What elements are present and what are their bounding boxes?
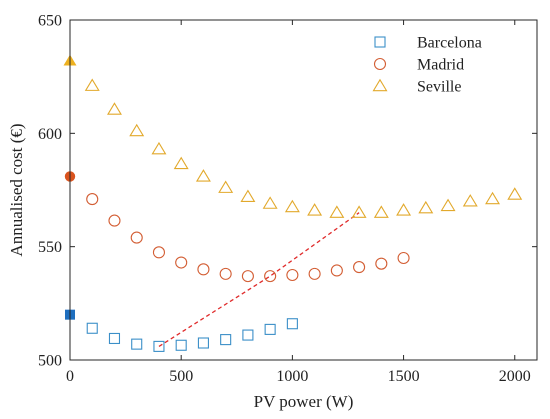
data-point-barcelona bbox=[286, 318, 298, 330]
data-point-seville bbox=[284, 199, 300, 213]
x-tick-label: 500 bbox=[169, 368, 193, 385]
series-seville bbox=[84, 78, 523, 218]
x-axis-label: PV power (W) bbox=[254, 392, 354, 411]
legend-marker-seville bbox=[372, 78, 388, 92]
y-tick-label: 500 bbox=[38, 353, 62, 370]
data-point-seville bbox=[351, 205, 367, 218]
data-point-seville bbox=[485, 191, 500, 205]
data-point-madrid bbox=[330, 264, 343, 277]
data-point-seville bbox=[240, 189, 256, 202]
data-point-madrid bbox=[197, 263, 210, 276]
data-point-madrid bbox=[375, 257, 388, 270]
series-madrid bbox=[86, 193, 410, 283]
data-point-seville bbox=[151, 141, 167, 155]
legend: Barcelona Madrid Seville bbox=[372, 35, 482, 96]
data-point-seville bbox=[84, 78, 100, 91]
y-tick-label: 650 bbox=[38, 13, 62, 30]
data-point-barcelona bbox=[197, 337, 209, 349]
data-point-seville bbox=[418, 200, 434, 214]
data-point-barcelona bbox=[220, 334, 232, 346]
series-barcelona bbox=[86, 318, 298, 352]
x-tick-label: 2000 bbox=[499, 368, 531, 385]
data-point-madrid bbox=[397, 251, 410, 265]
data-point-madrid bbox=[353, 261, 366, 274]
data-point-seville bbox=[373, 205, 389, 218]
data-point-madrid bbox=[286, 268, 299, 282]
data-point-seville bbox=[329, 205, 345, 218]
legend-label-madrid: Madrid bbox=[417, 57, 464, 74]
data-point-seville bbox=[107, 102, 122, 115]
data-point-seville bbox=[218, 180, 234, 193]
data-point-madrid bbox=[108, 214, 121, 227]
y-tick-label: 600 bbox=[38, 126, 62, 143]
data-point-madrid bbox=[308, 267, 321, 280]
data-point-madrid bbox=[175, 256, 188, 269]
data-point-madrid bbox=[152, 246, 166, 259]
data-point-seville bbox=[307, 203, 323, 216]
legend-label-seville: Seville bbox=[417, 79, 461, 96]
data-point-madrid bbox=[264, 270, 277, 283]
data-point-madrid bbox=[86, 193, 99, 206]
data-point-seville bbox=[129, 123, 145, 137]
data-point-seville bbox=[262, 196, 278, 209]
data-point-barcelona bbox=[131, 338, 143, 350]
data-point-seville bbox=[440, 198, 456, 212]
data-point-barcelona bbox=[242, 329, 254, 341]
x-tick-label: 1500 bbox=[388, 368, 420, 385]
axes-frame bbox=[69, 19, 538, 361]
data-point-barcelona bbox=[86, 322, 98, 334]
data-point-seville bbox=[195, 169, 211, 182]
legend-marker-madrid bbox=[373, 57, 387, 71]
data-point-barcelona bbox=[153, 340, 165, 352]
y-axis-label: Annualised cost (€) bbox=[7, 123, 26, 256]
legend-label-barcelona: Barcelona bbox=[417, 35, 482, 52]
data-point-seville bbox=[173, 156, 189, 170]
minimum-cost-line bbox=[158, 212, 360, 347]
data-point-seville bbox=[396, 203, 412, 216]
data-point-madrid bbox=[130, 231, 143, 244]
data-point-barcelona bbox=[108, 332, 121, 345]
x-tick-label: 1000 bbox=[276, 368, 308, 385]
legend-marker-barcelona bbox=[374, 36, 386, 48]
data-point-seville bbox=[462, 194, 478, 207]
y-tick-label: 550 bbox=[38, 239, 62, 256]
data-point-barcelona bbox=[175, 339, 187, 351]
data-point-madrid bbox=[219, 267, 232, 280]
x-tick-label: 0 bbox=[66, 368, 74, 385]
data-point-seville bbox=[507, 187, 523, 200]
data-point-barcelona bbox=[264, 323, 276, 335]
plot-area bbox=[63, 54, 523, 352]
data-point-madrid bbox=[241, 270, 254, 283]
